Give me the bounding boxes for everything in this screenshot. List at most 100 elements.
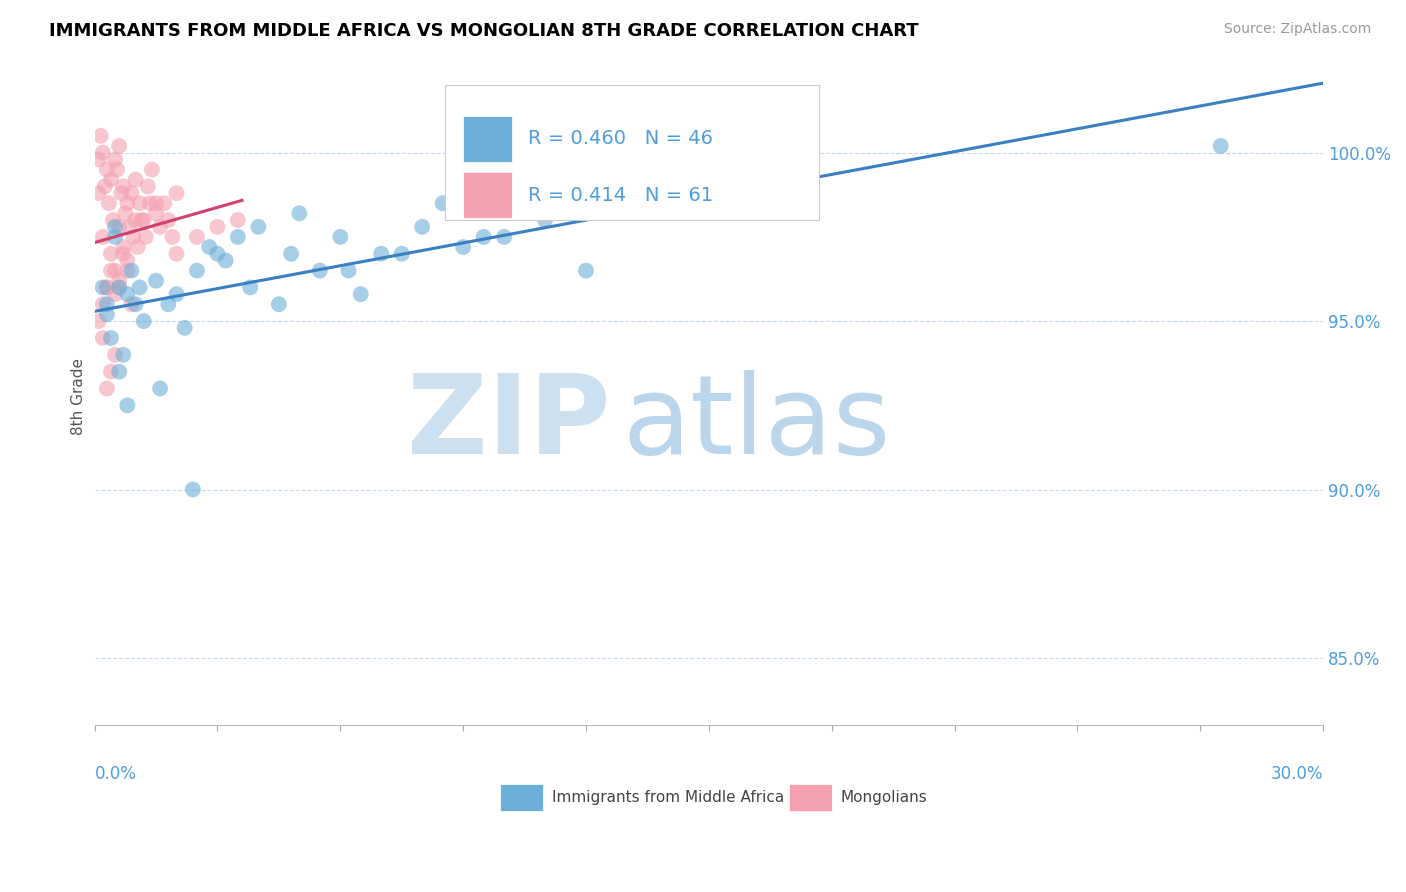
Point (118, 219, 141, 234)
Point (96, 382, 118, 396)
Point (104, 153, 127, 167)
Point (94, 179, 117, 194)
Bar (463, 116, 512, 161)
Point (267, 297, 290, 311)
Point (226, 230, 249, 244)
Point (110, 186, 132, 201)
Point (87, 153, 110, 167)
Point (128, 280, 150, 294)
Point (186, 263, 208, 277)
Point (91, 297, 114, 311)
Point (451, 240, 474, 254)
Point (112, 179, 135, 194)
Point (132, 213, 155, 227)
Point (120, 297, 142, 311)
Text: 0.0%: 0.0% (94, 764, 136, 782)
Point (108, 280, 131, 294)
Point (494, 230, 516, 244)
Point (117, 287, 139, 301)
Point (100, 365, 122, 379)
Point (104, 219, 127, 234)
Point (105, 162, 128, 177)
Point (128, 196, 150, 211)
Point (91, 230, 114, 244)
Point (166, 246, 188, 260)
Text: ZIP: ZIP (408, 369, 610, 476)
Point (108, 274, 131, 288)
Point (91, 280, 114, 294)
Y-axis label: 8th Grade: 8th Grade (72, 359, 86, 435)
Point (100, 172, 122, 186)
Point (104, 230, 127, 244)
Text: Source: ZipAtlas.com: Source: ZipAtlas.com (1223, 22, 1371, 37)
Point (139, 196, 162, 211)
Point (472, 230, 495, 244)
Point (112, 240, 135, 254)
Point (432, 196, 454, 211)
Point (186, 230, 208, 244)
Point (166, 287, 188, 301)
Point (136, 179, 159, 194)
Point (207, 219, 229, 234)
Point (135, 230, 157, 244)
Point (153, 196, 176, 211)
Point (108, 139, 131, 153)
Point (173, 321, 195, 335)
Text: atlas: atlas (623, 369, 891, 476)
Point (127, 240, 149, 254)
Point (678, 128, 700, 143)
Point (90, 128, 112, 143)
Point (87, 186, 110, 201)
Point (141, 162, 163, 177)
Point (117, 398, 139, 412)
Point (214, 253, 236, 268)
Point (157, 213, 180, 227)
Point (198, 240, 221, 254)
Point (104, 287, 127, 301)
Point (145, 274, 167, 288)
Text: 30.0%: 30.0% (1271, 764, 1323, 782)
Point (575, 263, 598, 277)
Point (122, 230, 145, 244)
Point (247, 219, 270, 234)
Point (166, 186, 188, 201)
Point (117, 253, 139, 268)
Point (104, 263, 127, 277)
Point (534, 213, 557, 227)
Point (1209, 139, 1232, 153)
Point (91, 331, 114, 345)
Point (370, 246, 392, 260)
Point (329, 230, 352, 244)
Point (114, 206, 136, 220)
Point (181, 483, 204, 497)
Point (100, 263, 122, 277)
Text: Immigrants from Middle Africa: Immigrants from Middle Africa (551, 790, 785, 805)
Point (239, 280, 262, 294)
Bar (789, 784, 832, 811)
Point (350, 287, 373, 301)
Bar (444, 85, 820, 219)
Point (96, 307, 118, 321)
Point (149, 219, 172, 234)
Point (104, 348, 127, 362)
Point (132, 314, 155, 328)
Point (100, 331, 122, 345)
Bar (463, 172, 512, 219)
Point (120, 263, 142, 277)
Point (280, 246, 302, 260)
Point (207, 246, 229, 260)
Point (149, 382, 172, 396)
Text: Mongolians: Mongolians (841, 790, 927, 805)
Point (108, 280, 131, 294)
Point (112, 246, 135, 260)
Point (96, 162, 118, 177)
Point (162, 230, 184, 244)
Point (157, 297, 180, 311)
Bar (501, 784, 543, 811)
Point (226, 213, 249, 227)
Point (120, 186, 142, 201)
Point (145, 196, 167, 211)
Point (308, 263, 330, 277)
Point (391, 246, 413, 260)
Point (117, 263, 139, 277)
